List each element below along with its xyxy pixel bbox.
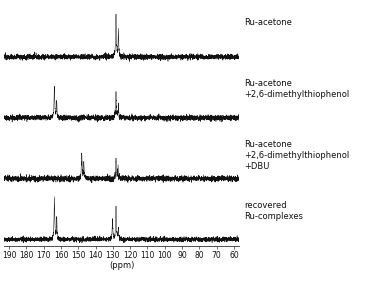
- Text: recovered
Ru-complexes: recovered Ru-complexes: [244, 201, 303, 221]
- Text: Ru-acetone: Ru-acetone: [244, 18, 292, 27]
- Text: Ru-acetone
+2,6-dimethylthiophenol
+DBU: Ru-acetone +2,6-dimethylthiophenol +DBU: [244, 140, 349, 171]
- X-axis label: (ppm): (ppm): [109, 261, 134, 271]
- Text: Ru-acetone
+2,6-dimethylthiophenol: Ru-acetone +2,6-dimethylthiophenol: [244, 79, 349, 99]
